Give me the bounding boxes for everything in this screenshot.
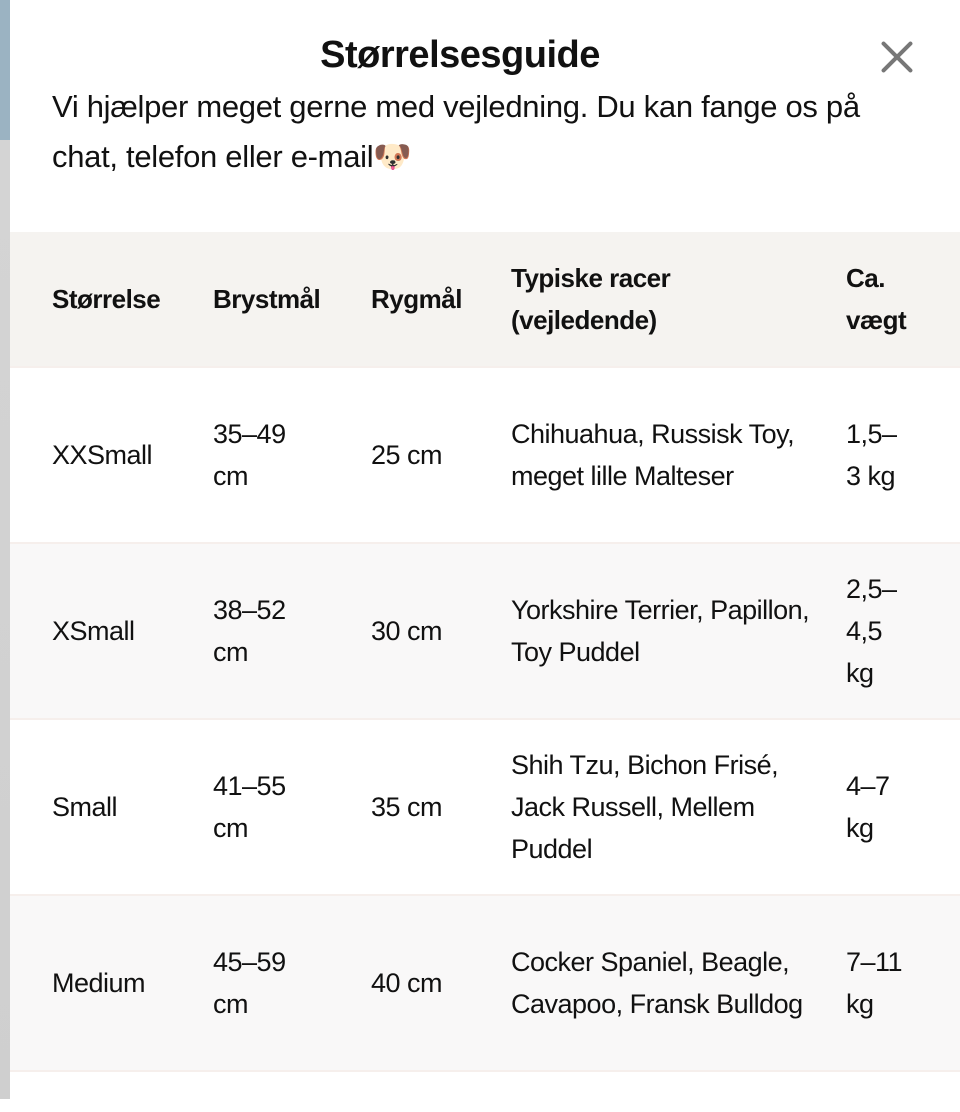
header-chest: Brystmål bbox=[213, 232, 371, 367]
cell-back: 40 cm bbox=[371, 895, 511, 1071]
table-row: XSmall 38–52 cm 30 cm Yorkshire Terrier, Pa… bbox=[10, 543, 960, 719]
header-breeds-label: Typiske racer (vejledende) bbox=[511, 263, 671, 335]
cell-breeds: Shih Tzu, Bichon Frisé, Jack Russell, Me… bbox=[511, 719, 846, 895]
modal-title: Størrelsesguide bbox=[320, 34, 600, 76]
cell-breeds-text: Cocker Spaniel, Beagle, Cavapoo, Fransk … bbox=[511, 947, 803, 1019]
cell-back: 35 cm bbox=[371, 719, 511, 895]
cell-size: XXSmall bbox=[10, 367, 213, 543]
table-row: Small 41–55 cm 35 cm Shih Tzu, Bichon Frisé… bbox=[10, 719, 960, 895]
background-page bbox=[0, 0, 10, 1099]
cell-back-text: 40 cm bbox=[371, 968, 443, 998]
table-row: Medium 45–59 cm 40 cm Cocker Spaniel, Beagl… bbox=[10, 895, 960, 1071]
cell-breeds-text: Shih Tzu, Bichon Frisé, Jack Russell, Me… bbox=[511, 750, 779, 864]
cell-size-text: XSmall bbox=[52, 616, 135, 646]
cell-size: XSmall bbox=[10, 543, 213, 719]
cell-back-text: 25 cm bbox=[371, 440, 443, 470]
cell-breeds: Yorkshire Terrier, Papillon, Toy Puddel bbox=[511, 543, 846, 719]
cell-weight: 4–7 kg bbox=[846, 719, 960, 895]
cell-size-text: Medium bbox=[52, 968, 146, 998]
table-row: XXSmall 35–49 cm 25 cm Chihuahua, Russisk T… bbox=[10, 367, 960, 543]
cell-chest: 45–59 cm bbox=[213, 895, 371, 1071]
cell-size-text: XXSmall bbox=[52, 440, 153, 470]
cell-weight-text: 7–11 kg bbox=[846, 947, 903, 1019]
cell-chest: 38–52 cm bbox=[213, 543, 371, 719]
table-row-partial bbox=[10, 1071, 960, 1112]
header-weight: Ca. vægt bbox=[846, 232, 960, 367]
cell-size: Small bbox=[10, 719, 213, 895]
cell-chest-text: 45–59 cm bbox=[213, 947, 286, 1019]
cell-back: 25 cm bbox=[371, 367, 511, 543]
cell-chest-text: 38–52 cm bbox=[213, 595, 286, 667]
cell-back: 30 cm bbox=[371, 543, 511, 719]
cell-chest: 35–49 cm bbox=[213, 367, 371, 543]
header-weight-label: Ca. vægt bbox=[846, 263, 907, 335]
cell-back-text: 35 cm bbox=[371, 792, 443, 822]
cell-chest-text: 41–55 cm bbox=[213, 771, 286, 843]
table-header: Størrelse Brystmål Rygmål Typiske racer … bbox=[10, 232, 960, 367]
cell-breeds-text: Chihuahua, Russisk Toy, meget lille Malt… bbox=[511, 419, 795, 491]
cell-chest-text: 35–49 cm bbox=[213, 419, 286, 491]
cell-size-text: Small bbox=[52, 792, 118, 822]
cell-weight: 1,5–3 kg bbox=[846, 367, 960, 543]
cell-breeds: Cocker Spaniel, Beagle, Cavapoo, Fransk … bbox=[511, 895, 846, 1071]
header-size: Størrelse bbox=[10, 232, 213, 367]
cell-weight-text: 2,5–4,5 kg bbox=[846, 574, 897, 688]
intro-text: Vi hjælper meget gerne med vejledning. D… bbox=[52, 89, 860, 174]
cell-weight: 7–11 kg bbox=[846, 895, 960, 1071]
cell-empty bbox=[10, 1071, 960, 1112]
close-icon[interactable] bbox=[878, 38, 916, 76]
size-guide-modal: Størrelsesguide Vi hjælper meget gerne m… bbox=[10, 0, 960, 1099]
cell-breeds-text: Yorkshire Terrier, Papillon, Toy Puddel bbox=[511, 595, 810, 667]
header-back: Rygmål bbox=[371, 232, 511, 367]
cell-breeds: Chihuahua, Russisk Toy, meget lille Malt… bbox=[511, 367, 846, 543]
cell-weight-text: 4–7 kg bbox=[846, 771, 890, 843]
cell-back-text: 30 cm bbox=[371, 616, 443, 646]
cell-weight: 2,5–4,5 kg bbox=[846, 543, 960, 719]
cell-chest: 41–55 cm bbox=[213, 719, 371, 895]
size-table: Størrelse Brystmål Rygmål Typiske racer … bbox=[10, 232, 960, 1112]
cell-weight-text: 1,5–3 kg bbox=[846, 419, 897, 491]
cell-size: Medium bbox=[10, 895, 213, 1071]
header-breeds: Typiske racer (vejledende) bbox=[511, 232, 846, 367]
